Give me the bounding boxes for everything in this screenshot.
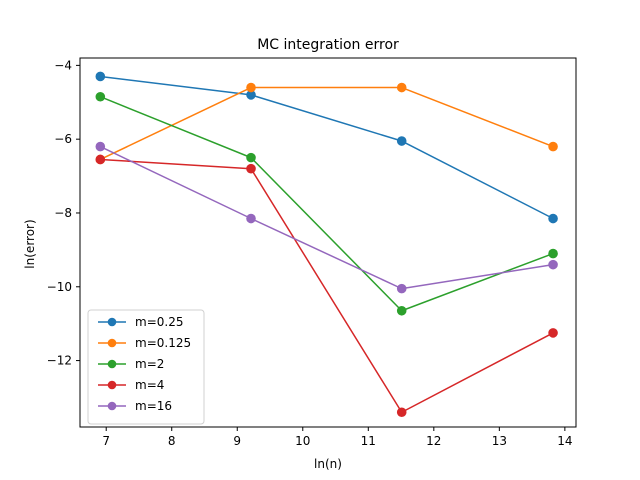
axes-layer: 7 8 9 10 11 12 13 14 −4 −6 −8 −10 −12	[47, 57, 577, 448]
x-tick-label: 7	[102, 434, 110, 448]
data-point	[396, 407, 407, 418]
data-point	[548, 259, 558, 270]
data-point	[396, 136, 407, 146]
data-point	[95, 71, 106, 82]
legend-label: m=0.125	[135, 336, 191, 350]
x-tick-label: 9	[233, 434, 241, 448]
y-tick-label: −6	[54, 132, 72, 146]
x-axis-label: ln(n)	[314, 457, 342, 471]
y-tick-label: −8	[54, 206, 72, 220]
x-tick-label: 8	[168, 434, 176, 448]
series-layer	[95, 71, 558, 418]
legend-label: m=16	[135, 399, 172, 413]
x-tick-label: 11	[361, 434, 376, 448]
series-m-2	[95, 91, 558, 316]
data-point	[95, 91, 106, 102]
legend-marker	[107, 317, 117, 327]
data-point	[95, 154, 106, 165]
data-point	[246, 163, 256, 174]
legend-item: m=0.25	[98, 315, 183, 329]
chart-title: MC integration error	[257, 37, 399, 53]
x-tick-label: 13	[492, 434, 507, 448]
x-tick-label: 14	[557, 434, 572, 448]
series-line	[100, 158, 554, 413]
y-tick-label: −10	[47, 280, 72, 294]
data-point	[396, 82, 407, 93]
x-tick-label: 10	[295, 434, 310, 448]
plot-frame	[79, 57, 577, 428]
legend-label: m=0.25	[135, 315, 183, 329]
legend-marker	[107, 380, 117, 390]
legend-marker	[107, 359, 117, 369]
series-m-0-25	[95, 71, 558, 224]
series-m-4	[95, 154, 558, 418]
x-tick-label: 12	[426, 434, 441, 448]
data-point	[548, 213, 558, 224]
series-line	[100, 96, 554, 312]
data-point	[396, 305, 407, 316]
series-line	[100, 75, 554, 220]
series-line	[99, 86, 554, 161]
legend-item: m=16	[98, 399, 172, 413]
legend-item: m=2	[98, 357, 164, 371]
data-point	[246, 213, 256, 224]
y-axis-label: ln(error)	[23, 219, 37, 268]
legend-box	[87, 309, 205, 425]
data-point	[396, 283, 407, 294]
data-point	[548, 328, 558, 338]
series-line	[99, 145, 554, 290]
legend-label: m=4	[135, 378, 164, 392]
y-tick-label: −12	[47, 354, 72, 368]
data-point	[548, 141, 558, 152]
data-point	[246, 82, 256, 93]
legend-marker	[107, 338, 117, 348]
legend-marker	[107, 401, 117, 411]
data-point	[95, 141, 106, 152]
series-m-16	[95, 141, 558, 294]
legend-label: m=2	[135, 357, 164, 371]
data-point	[548, 248, 558, 259]
legend-item: m=0.125	[98, 336, 191, 350]
legend-item: m=4	[98, 378, 164, 392]
y-tick-label: −4	[54, 58, 72, 72]
data-point	[246, 152, 256, 163]
legend: m=0.25 m=0.125 m=2 m=4 m=16	[87, 309, 205, 425]
